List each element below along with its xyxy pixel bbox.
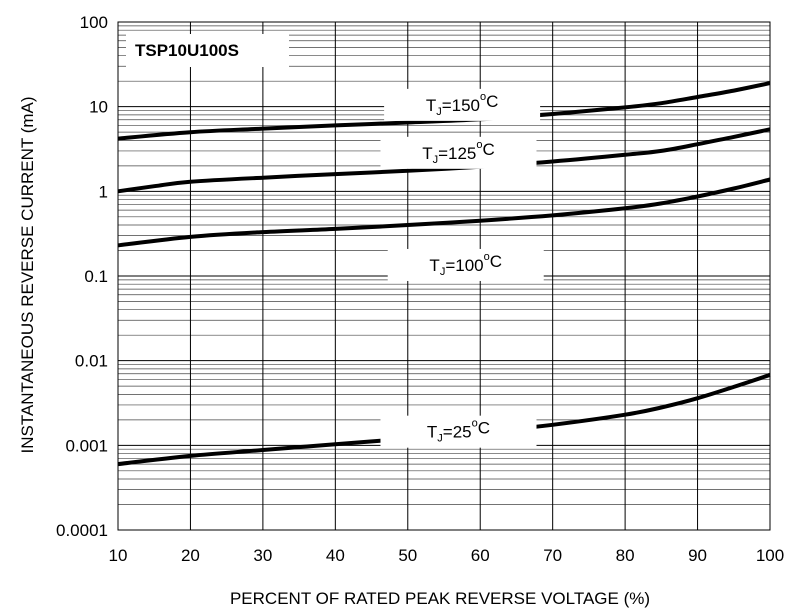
y-axis-title: INSTANTANEOUS REVERSE CURRENT (mA): [18, 96, 37, 453]
curve-label: TJ=25oC: [427, 418, 490, 445]
curve-label-box: [384, 88, 541, 121]
y-tick-label: 10: [89, 98, 108, 117]
y-tick-label: 0.001: [65, 436, 108, 455]
x-tick-label: 30: [253, 546, 272, 565]
x-tick-label: 20: [181, 546, 200, 565]
minor-gridlines: [118, 25, 770, 505]
curve-label-box: [380, 415, 537, 448]
x-tick-label: 10: [109, 546, 128, 565]
curve-label-box: [387, 248, 544, 281]
x-tick-labels: 10 20 30 40 50 60 70 80 90 100: [109, 546, 785, 565]
part-number-box: [126, 34, 289, 67]
series-line: [117, 177, 771, 248]
x-tick-label: 60: [471, 546, 490, 565]
y-tick-labels: 0.0001 0.001 0.01 0.1 1 10 100: [56, 13, 108, 540]
y-tick-label: 0.1: [84, 267, 108, 286]
curve-label: TJ=100oC: [429, 251, 502, 278]
x-tick-label: 50: [398, 546, 417, 565]
curve-label: TJ=150oC: [426, 91, 499, 118]
x-tick-label: 90: [688, 546, 707, 565]
x-tick-label: 70: [543, 546, 562, 565]
curve-label-box: [380, 136, 537, 169]
y-tick-label: 100: [80, 13, 108, 32]
x-tick-label: 100: [756, 546, 784, 565]
y-tick-label: 0.01: [75, 352, 108, 371]
y-tick-label: 1: [99, 182, 108, 201]
x-axis-title: PERCENT OF RATED PEAK REVERSE VOLTAGE (%…: [230, 589, 650, 608]
x-tick-label: 40: [326, 546, 345, 565]
part-number-label: TSP10U100S: [135, 41, 239, 60]
curve-labels: TJ=150oC TJ=125oC TJ=100oC TJ=25oC: [380, 88, 544, 448]
y-tick-label: 0.0001: [56, 521, 108, 540]
plot-frame: [117, 21, 771, 531]
curve-label: TJ=125oC: [422, 139, 495, 166]
x-tick-label: 80: [616, 546, 635, 565]
